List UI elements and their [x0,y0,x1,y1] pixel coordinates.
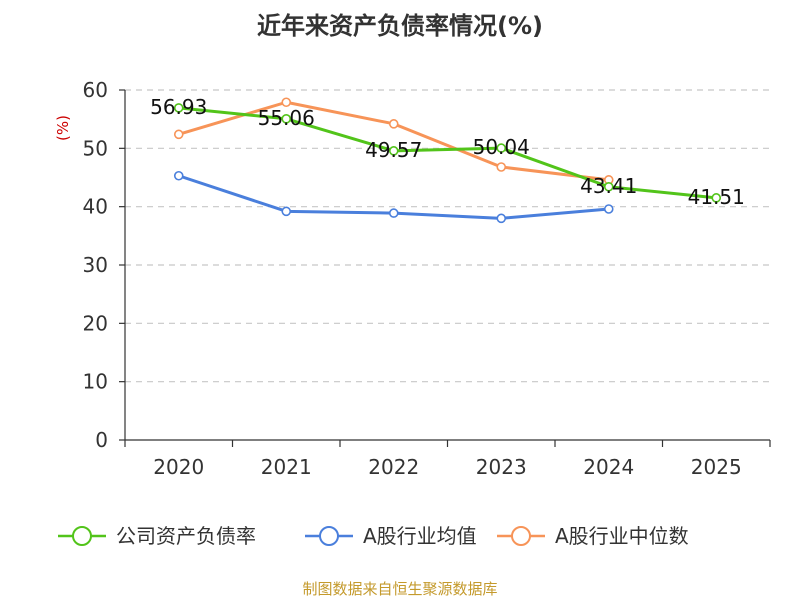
y-tick-label: 10 [83,370,108,394]
series-point [173,129,184,140]
series-point [281,97,292,108]
legend-label: 公司资产负债率 [116,524,256,548]
legend-marker [319,526,339,546]
legend: 公司资产负债率 A股行业均值 A股行业中位数 [58,524,689,548]
x-tick-label: 2024 [583,455,634,479]
legend-marker [72,526,92,546]
legend-label: A股行业中位数 [555,524,689,548]
x-tick-label: 2020 [153,455,204,479]
chart-title: 近年来资产负债率情况(%) [257,12,543,40]
axes: 0 10 20 30 40 50 60 2020 2021 2022 2023 2024 2025 [83,78,771,479]
y-tick-label: 40 [83,195,108,219]
data-labels: 56.93 55.06 49.57 50.04 43.41 41.51 [150,95,745,209]
y-tick-label: 30 [83,253,108,277]
x-tick-label: 2022 [368,455,419,479]
series-point [603,204,614,214]
data-label: 50.04 [473,135,530,159]
data-label: 43.41 [580,174,637,198]
legend-item[interactable]: A股行业均值 [305,524,477,548]
grid-lines [125,89,770,383]
series-point [603,181,614,192]
legend-marker [511,526,531,546]
y-tick-label: 50 [83,136,108,160]
series-point [496,213,507,224]
series-point [173,103,184,113]
series-point [281,206,292,217]
series-point [281,114,292,124]
x-tick-label: 2025 [691,455,742,479]
data-label: 41.51 [688,185,745,209]
series-lines [173,97,722,224]
series-point [388,119,399,129]
series-point [388,146,399,156]
x-tick-label: 2023 [476,455,527,479]
data-label: 55.06 [258,106,315,130]
legend-item[interactable]: 公司资产负债率 [58,524,256,548]
series-point [496,143,507,153]
y-tick-label: 0 [95,428,108,452]
y-axis-unit-label: (%) [54,115,72,141]
source-note: 制图数据来自恒生聚源数据库 [302,580,497,598]
data-label: 56.93 [150,95,207,119]
series-point [388,208,399,218]
x-tick-label: 2021 [261,455,312,479]
series-point [711,193,722,203]
series-point [496,162,507,172]
series-line [178,106,717,200]
legend-label: A股行业均值 [363,524,477,548]
data-label: 49.57 [365,138,422,162]
y-tick-label: 20 [83,311,108,335]
legend-item[interactable]: A股行业中位数 [497,524,689,548]
series-point [173,170,184,181]
y-tick-label: 60 [83,78,108,102]
